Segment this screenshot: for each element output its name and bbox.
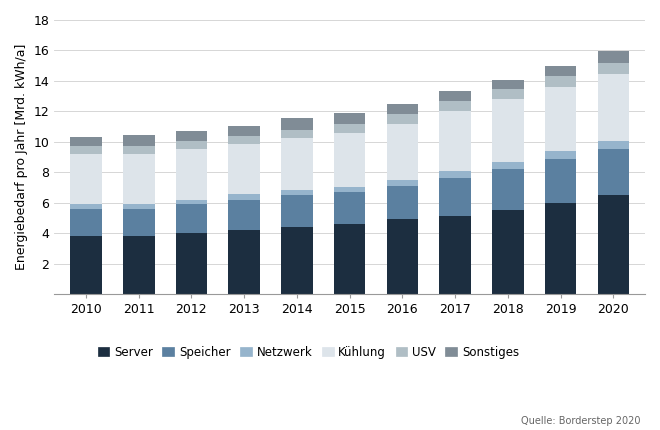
- Bar: [492, 89, 523, 99]
- Bar: [123, 209, 154, 236]
- Bar: [281, 129, 313, 138]
- Bar: [597, 74, 629, 141]
- Bar: [387, 114, 418, 123]
- Bar: [440, 111, 471, 172]
- Bar: [492, 99, 523, 162]
- Bar: [176, 131, 207, 141]
- Bar: [123, 135, 154, 146]
- Bar: [334, 113, 366, 124]
- Bar: [176, 233, 207, 294]
- Bar: [387, 123, 418, 180]
- Bar: [544, 87, 576, 151]
- Bar: [387, 180, 418, 186]
- Bar: [228, 126, 260, 136]
- Bar: [544, 151, 576, 159]
- Bar: [492, 162, 523, 169]
- Legend: Server, Speicher, Netzwerk, Kühlung, USV, Sonstiges: Server, Speicher, Netzwerk, Kühlung, USV…: [93, 341, 524, 363]
- Bar: [281, 190, 313, 195]
- Bar: [70, 154, 102, 204]
- Bar: [228, 194, 260, 200]
- Bar: [597, 141, 629, 149]
- Bar: [597, 149, 629, 195]
- Bar: [70, 146, 102, 154]
- Bar: [544, 203, 576, 294]
- Bar: [440, 178, 471, 216]
- Bar: [281, 138, 313, 190]
- Bar: [70, 209, 102, 236]
- Bar: [176, 200, 207, 204]
- Bar: [176, 204, 207, 233]
- Bar: [228, 200, 260, 230]
- Bar: [544, 159, 576, 203]
- Bar: [544, 66, 576, 76]
- Bar: [176, 149, 207, 200]
- Bar: [440, 172, 471, 178]
- Bar: [70, 236, 102, 294]
- Bar: [544, 76, 576, 87]
- Bar: [334, 192, 366, 224]
- Bar: [440, 91, 471, 101]
- Bar: [440, 216, 471, 294]
- Bar: [123, 236, 154, 294]
- Bar: [440, 101, 471, 111]
- Bar: [387, 104, 418, 114]
- Bar: [334, 224, 366, 294]
- Bar: [281, 227, 313, 294]
- Bar: [597, 195, 629, 294]
- Bar: [70, 137, 102, 146]
- Bar: [123, 154, 154, 204]
- Y-axis label: Energiebedarf pro Jahr [Mrd. kWh/a]: Energiebedarf pro Jahr [Mrd. kWh/a]: [15, 44, 28, 270]
- Text: Quelle: Borderstep 2020: Quelle: Borderstep 2020: [521, 416, 640, 426]
- Bar: [176, 141, 207, 149]
- Bar: [334, 187, 366, 192]
- Bar: [228, 144, 260, 194]
- Bar: [123, 146, 154, 154]
- Bar: [597, 51, 629, 63]
- Bar: [281, 118, 313, 129]
- Bar: [334, 124, 366, 133]
- Bar: [492, 169, 523, 210]
- Bar: [334, 133, 366, 187]
- Bar: [228, 136, 260, 144]
- Bar: [123, 204, 154, 209]
- Bar: [70, 204, 102, 209]
- Bar: [387, 219, 418, 294]
- Bar: [492, 210, 523, 294]
- Bar: [492, 80, 523, 89]
- Bar: [387, 186, 418, 219]
- Bar: [597, 63, 629, 74]
- Bar: [228, 230, 260, 294]
- Bar: [281, 195, 313, 227]
